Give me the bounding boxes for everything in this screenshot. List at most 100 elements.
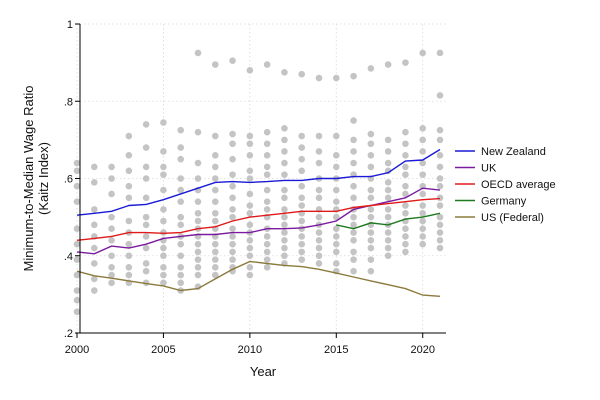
scatter-point: [160, 119, 167, 126]
scatter-point: [384, 179, 392, 186]
scatter-point: [436, 194, 444, 202]
scatter-point: [194, 198, 202, 205]
scatter-point: [108, 163, 115, 171]
scatter-point: [194, 271, 202, 279]
scatter-point: [125, 271, 133, 279]
y-axis-title: Minimum-to-Median Wage Ratio: [21, 86, 36, 272]
scatter-point: [315, 74, 323, 82]
scatter-point: [160, 279, 167, 287]
scatter-point: [281, 229, 288, 236]
scatter-point: [436, 49, 444, 57]
scatter-point: [229, 155, 236, 163]
scatter-point: [281, 68, 288, 76]
scatter-point: [436, 163, 444, 171]
scatter-point: [315, 237, 323, 244]
scatter-point: [419, 233, 427, 240]
scatter-point: [194, 175, 202, 182]
scatter-point: [281, 213, 288, 221]
scatter-point: [177, 264, 185, 271]
scatter-point: [350, 148, 357, 155]
scatter-point: [177, 144, 185, 151]
scatter-point: [332, 163, 340, 171]
scatter-point: [125, 217, 133, 225]
scatter-point: [315, 186, 323, 194]
scatter-point: [142, 175, 150, 182]
scatter-point: [125, 132, 133, 140]
series-line-new-zealand: [76, 148, 441, 216]
scatter-point: [419, 209, 427, 217]
scatter-point: [384, 148, 392, 155]
scatter-point: [436, 244, 444, 252]
scatter-point: [402, 140, 409, 148]
legend-label: New Zealand: [481, 146, 546, 158]
scatter-point: [125, 167, 133, 175]
scatter-point: [315, 132, 323, 140]
scatter-point: [90, 206, 98, 213]
scatter-point: [402, 209, 409, 217]
scatter-point: [229, 233, 236, 240]
scatter-point: [332, 240, 340, 248]
scatter-point: [246, 140, 254, 148]
scatter-point: [160, 171, 167, 178]
scatter-point: [419, 49, 427, 57]
scatter-point: [436, 182, 444, 190]
scatter-point: [125, 152, 133, 159]
scatter-point: [263, 61, 271, 68]
scatter-point: [402, 202, 409, 209]
scatter-point: [263, 206, 271, 213]
scatter-point: [211, 186, 219, 194]
scatter-point: [211, 209, 219, 217]
scatter-point: [367, 194, 375, 202]
scatter-point: [211, 61, 219, 68]
x-tick-label: 2010: [238, 344, 262, 356]
scatter-point: [211, 132, 219, 140]
y-tick-label: 1: [67, 19, 73, 31]
scatter-point: [211, 264, 219, 271]
scatter-point: [90, 260, 98, 267]
scatter-point: [73, 256, 81, 263]
scatter-point: [108, 264, 115, 271]
scatter-point: [367, 130, 375, 138]
scatter-point: [384, 213, 392, 221]
scatter-point: [281, 124, 288, 132]
scatter-point: [160, 186, 167, 194]
legend-label: US (Federal): [481, 212, 544, 224]
series-line-us-federal: [76, 260, 441, 297]
scatter-point: [73, 308, 81, 316]
scatter-point: [246, 209, 254, 217]
scatter-point: [263, 240, 271, 248]
scatter-point: [194, 209, 202, 217]
scatter-point: [436, 237, 444, 244]
scatter-point: [402, 128, 409, 136]
scatter-point: [108, 237, 115, 244]
scatter-point: [160, 148, 167, 155]
scatter-point: [125, 240, 133, 248]
scatter-point: [211, 217, 219, 225]
scatter-point: [350, 182, 357, 190]
scatter-point: [229, 206, 236, 213]
scatter-point: [315, 159, 323, 167]
scatter-point: [90, 244, 98, 252]
scatter-point: [350, 117, 357, 124]
scatter-point: [211, 248, 219, 256]
scatter-point: [436, 136, 444, 144]
scatter-point: [263, 171, 271, 178]
scatter-point: [142, 244, 150, 252]
scatter-point: [246, 202, 254, 209]
y-tick-layer: .2 .4 .6 .8 1: [64, 19, 80, 340]
scatter-point: [194, 159, 202, 167]
scatter-point: [419, 136, 427, 144]
scatter-point: [436, 152, 444, 159]
scatter-point: [73, 182, 81, 190]
scatter-point: [263, 264, 271, 271]
scatter-point: [229, 240, 236, 248]
scatter-point: [229, 171, 236, 178]
scatter-point: [419, 124, 427, 132]
scatter-point: [436, 221, 444, 229]
scatter-point: [436, 92, 444, 99]
scatter-point: [177, 279, 185, 287]
scatter-point: [73, 240, 81, 248]
scatter-point: [90, 287, 98, 294]
scatter-point: [367, 152, 375, 159]
